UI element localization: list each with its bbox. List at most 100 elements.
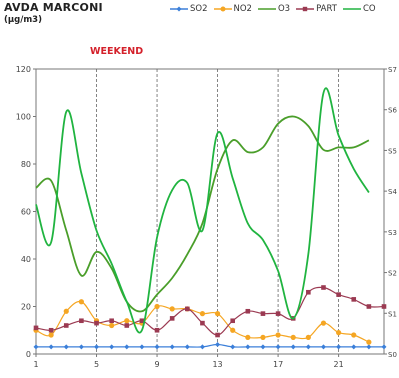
data-point-so2: [169, 344, 175, 350]
data-point-part: [33, 325, 39, 331]
x-tick-label: 21: [334, 360, 344, 369]
legend-swatch-o3: [257, 8, 276, 10]
y-tick-label: 100: [16, 113, 31, 122]
data-point-part: [109, 318, 114, 324]
data-point-no2: [245, 334, 251, 340]
x-tick-label: 1: [33, 360, 38, 369]
data-point-so2: [366, 344, 372, 350]
data-point-so2: [48, 344, 54, 350]
data-point-part: [200, 320, 205, 326]
x-tick-label: 5: [94, 360, 99, 369]
data-point-part: [306, 289, 311, 295]
data-point-part: [381, 304, 387, 309]
data-point-part: [48, 327, 54, 333]
data-point-no2: [109, 322, 115, 329]
data-point-no2: [366, 339, 372, 345]
series-line-o3: [35, 115, 370, 313]
x-tick-label: 17: [273, 360, 283, 369]
y-tick-label: 40: [21, 255, 31, 264]
data-point-part: [275, 311, 281, 316]
data-point-part: [366, 304, 372, 309]
legend-item-no2: NO2: [213, 4, 252, 14]
data-point-so2: [139, 344, 145, 350]
legend-swatch-so2: [170, 6, 188, 12]
data-point-so2: [230, 344, 236, 350]
legend-swatch-no2: [213, 6, 232, 12]
y2-tick-label: S6: [388, 107, 397, 115]
y2-tick-label: S4: [388, 188, 397, 196]
data-point-part: [215, 332, 220, 338]
legend-item-o3: O3: [257, 4, 291, 14]
chart-legend: SO2 NO2 O3 PART CO: [170, 1, 376, 17]
data-point-no2: [290, 334, 296, 340]
data-point-so2: [154, 344, 160, 350]
data-point-so2: [381, 344, 387, 350]
data-point-part: [245, 308, 251, 314]
data-point-part: [94, 320, 99, 326]
data-point-so2: [124, 344, 130, 350]
data-point-so2: [336, 344, 342, 350]
data-point-no2: [230, 327, 236, 333]
data-point-part: [185, 306, 190, 312]
data-point-so2: [33, 344, 39, 350]
y-tick-label: 0: [26, 350, 31, 359]
legend-label-o3: O3: [277, 4, 291, 14]
legend-label-no2: NO2: [233, 4, 252, 14]
legend-item-co: CO: [342, 4, 376, 14]
x-tick-label: 13: [212, 360, 222, 369]
y-tick-label: 60: [21, 208, 31, 217]
legend-label-part: PART: [316, 4, 337, 14]
data-point-part: [230, 318, 235, 324]
data-point-part: [63, 323, 69, 328]
data-point-no2: [305, 334, 311, 340]
data-point-so2: [63, 344, 69, 350]
y2-tick-label: S7: [388, 66, 397, 74]
data-point-so2: [290, 344, 296, 350]
y2-tick-label: S1: [388, 310, 397, 318]
data-point-so2: [109, 344, 115, 350]
data-point-no2: [124, 318, 130, 324]
y2-tick-label: S0: [388, 351, 397, 359]
data-point-so2: [275, 344, 281, 350]
y2-tick-label: S5: [388, 147, 397, 155]
data-point-no2: [48, 332, 54, 338]
data-point-part: [154, 327, 160, 333]
data-point-no2: [260, 334, 266, 340]
legend-swatch-co: [342, 8, 361, 10]
data-point-part: [336, 292, 341, 297]
data-point-so2: [260, 344, 266, 350]
y-tick-label: 80: [21, 160, 31, 169]
data-point-no2: [351, 332, 357, 338]
data-point-no2: [214, 311, 221, 317]
chart-title: AVDA MARCONI: [4, 1, 103, 14]
y-tick-label: 120: [16, 65, 31, 74]
data-point-part: [321, 285, 326, 290]
data-point-part: [351, 297, 357, 302]
data-point-part: [124, 323, 130, 328]
data-point-so2: [245, 344, 251, 350]
series-line-so2: [35, 343, 384, 348]
series-line-co: [35, 87, 370, 334]
data-point-no2: [63, 308, 69, 314]
data-point-so2: [199, 344, 205, 350]
data-point-no2: [336, 330, 342, 336]
data-point-part: [169, 316, 175, 321]
y2-tick-label: S3: [388, 229, 397, 237]
weekend-annotation: WEEKEND: [90, 46, 144, 57]
data-point-so2: [94, 344, 100, 350]
legend-item-so2: SO2: [170, 4, 208, 14]
plot-area: [35, 68, 385, 355]
data-point-so2: [351, 344, 357, 350]
data-point-so2: [78, 344, 84, 350]
data-point-no2: [154, 303, 160, 310]
legend-label-co: CO: [362, 4, 376, 14]
data-point-part: [260, 311, 266, 316]
data-point-part: [79, 318, 84, 324]
data-point-so2: [184, 344, 190, 350]
legend-label-so2: SO2: [190, 4, 208, 14]
data-point-no2: [78, 299, 84, 305]
data-point-so2: [320, 344, 326, 350]
data-point-part: [139, 318, 145, 324]
chart-subtitle-units: (µg/m3): [4, 15, 42, 25]
